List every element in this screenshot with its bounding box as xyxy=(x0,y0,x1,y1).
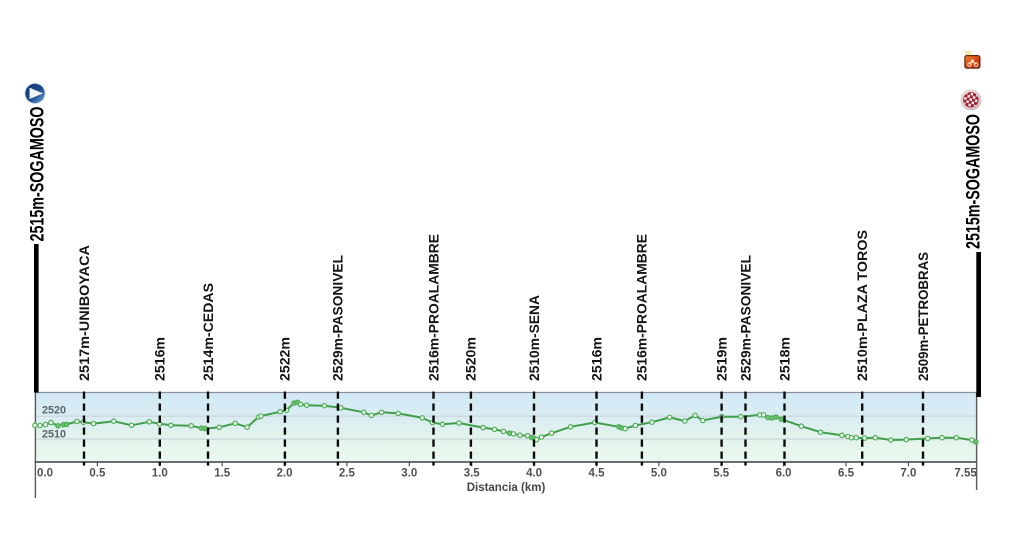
svg-text:2529m-PASONIVEL: 2529m-PASONIVEL xyxy=(738,255,754,381)
svg-text:0.0: 0.0 xyxy=(37,468,53,480)
svg-text:1.0: 1.0 xyxy=(152,468,168,480)
svg-text:2518m: 2518m xyxy=(777,337,793,381)
svg-text:4.5: 4.5 xyxy=(589,468,606,480)
svg-text:2.0: 2.0 xyxy=(277,468,293,480)
svg-text:2515m-SOGAMOSO: 2515m-SOGAMOSO xyxy=(28,107,49,242)
svg-text:2516m: 2516m xyxy=(589,337,605,381)
svg-text:3.5: 3.5 xyxy=(464,468,481,480)
svg-text:2510m-SENA: 2510m-SENA xyxy=(527,295,543,381)
svg-text:6.0: 6.0 xyxy=(776,468,792,480)
svg-text:2520m: 2520m xyxy=(464,337,480,381)
svg-text:2520: 2520 xyxy=(42,405,66,417)
svg-text:6.5: 6.5 xyxy=(838,468,855,480)
svg-text:2510: 2510 xyxy=(42,428,66,440)
svg-text:2519m: 2519m xyxy=(714,337,730,381)
svg-text:2.5: 2.5 xyxy=(339,468,356,480)
svg-text:1.5: 1.5 xyxy=(214,468,231,480)
svg-text:2516m: 2516m xyxy=(153,337,169,381)
svg-text:2516m-PROALAMBRE: 2516m-PROALAMBRE xyxy=(635,234,651,381)
svg-text:7.0: 7.0 xyxy=(900,468,916,480)
svg-text:2514m-CEDAS: 2514m-CEDAS xyxy=(201,283,217,381)
svg-text:2516m-PROALAMBRE: 2516m-PROALAMBRE xyxy=(426,234,442,381)
svg-text:2509m-PETROBRAS: 2509m-PETROBRAS xyxy=(916,252,932,381)
svg-text:2529m-PASONIVEL: 2529m-PASONIVEL xyxy=(331,255,347,381)
svg-text:7.55: 7.55 xyxy=(954,468,977,480)
svg-text:3.0: 3.0 xyxy=(401,468,417,480)
svg-text:Distancia (km): Distancia (km) xyxy=(467,482,546,494)
svg-text:5.5: 5.5 xyxy=(713,468,730,480)
svg-text:4.0: 4.0 xyxy=(526,468,542,480)
svg-text:2522m: 2522m xyxy=(278,337,294,381)
svg-text:5.0: 5.0 xyxy=(651,468,667,480)
svg-text:0.5: 0.5 xyxy=(89,468,106,480)
svg-text:2510m-PLAZA TOROS: 2510m-PLAZA TOROS xyxy=(855,230,871,381)
svg-text:2517m-UNIBOYACA: 2517m-UNIBOYACA xyxy=(77,245,93,381)
svg-text:2515m-SOGAMOSO: 2515m-SOGAMOSO xyxy=(964,114,985,249)
